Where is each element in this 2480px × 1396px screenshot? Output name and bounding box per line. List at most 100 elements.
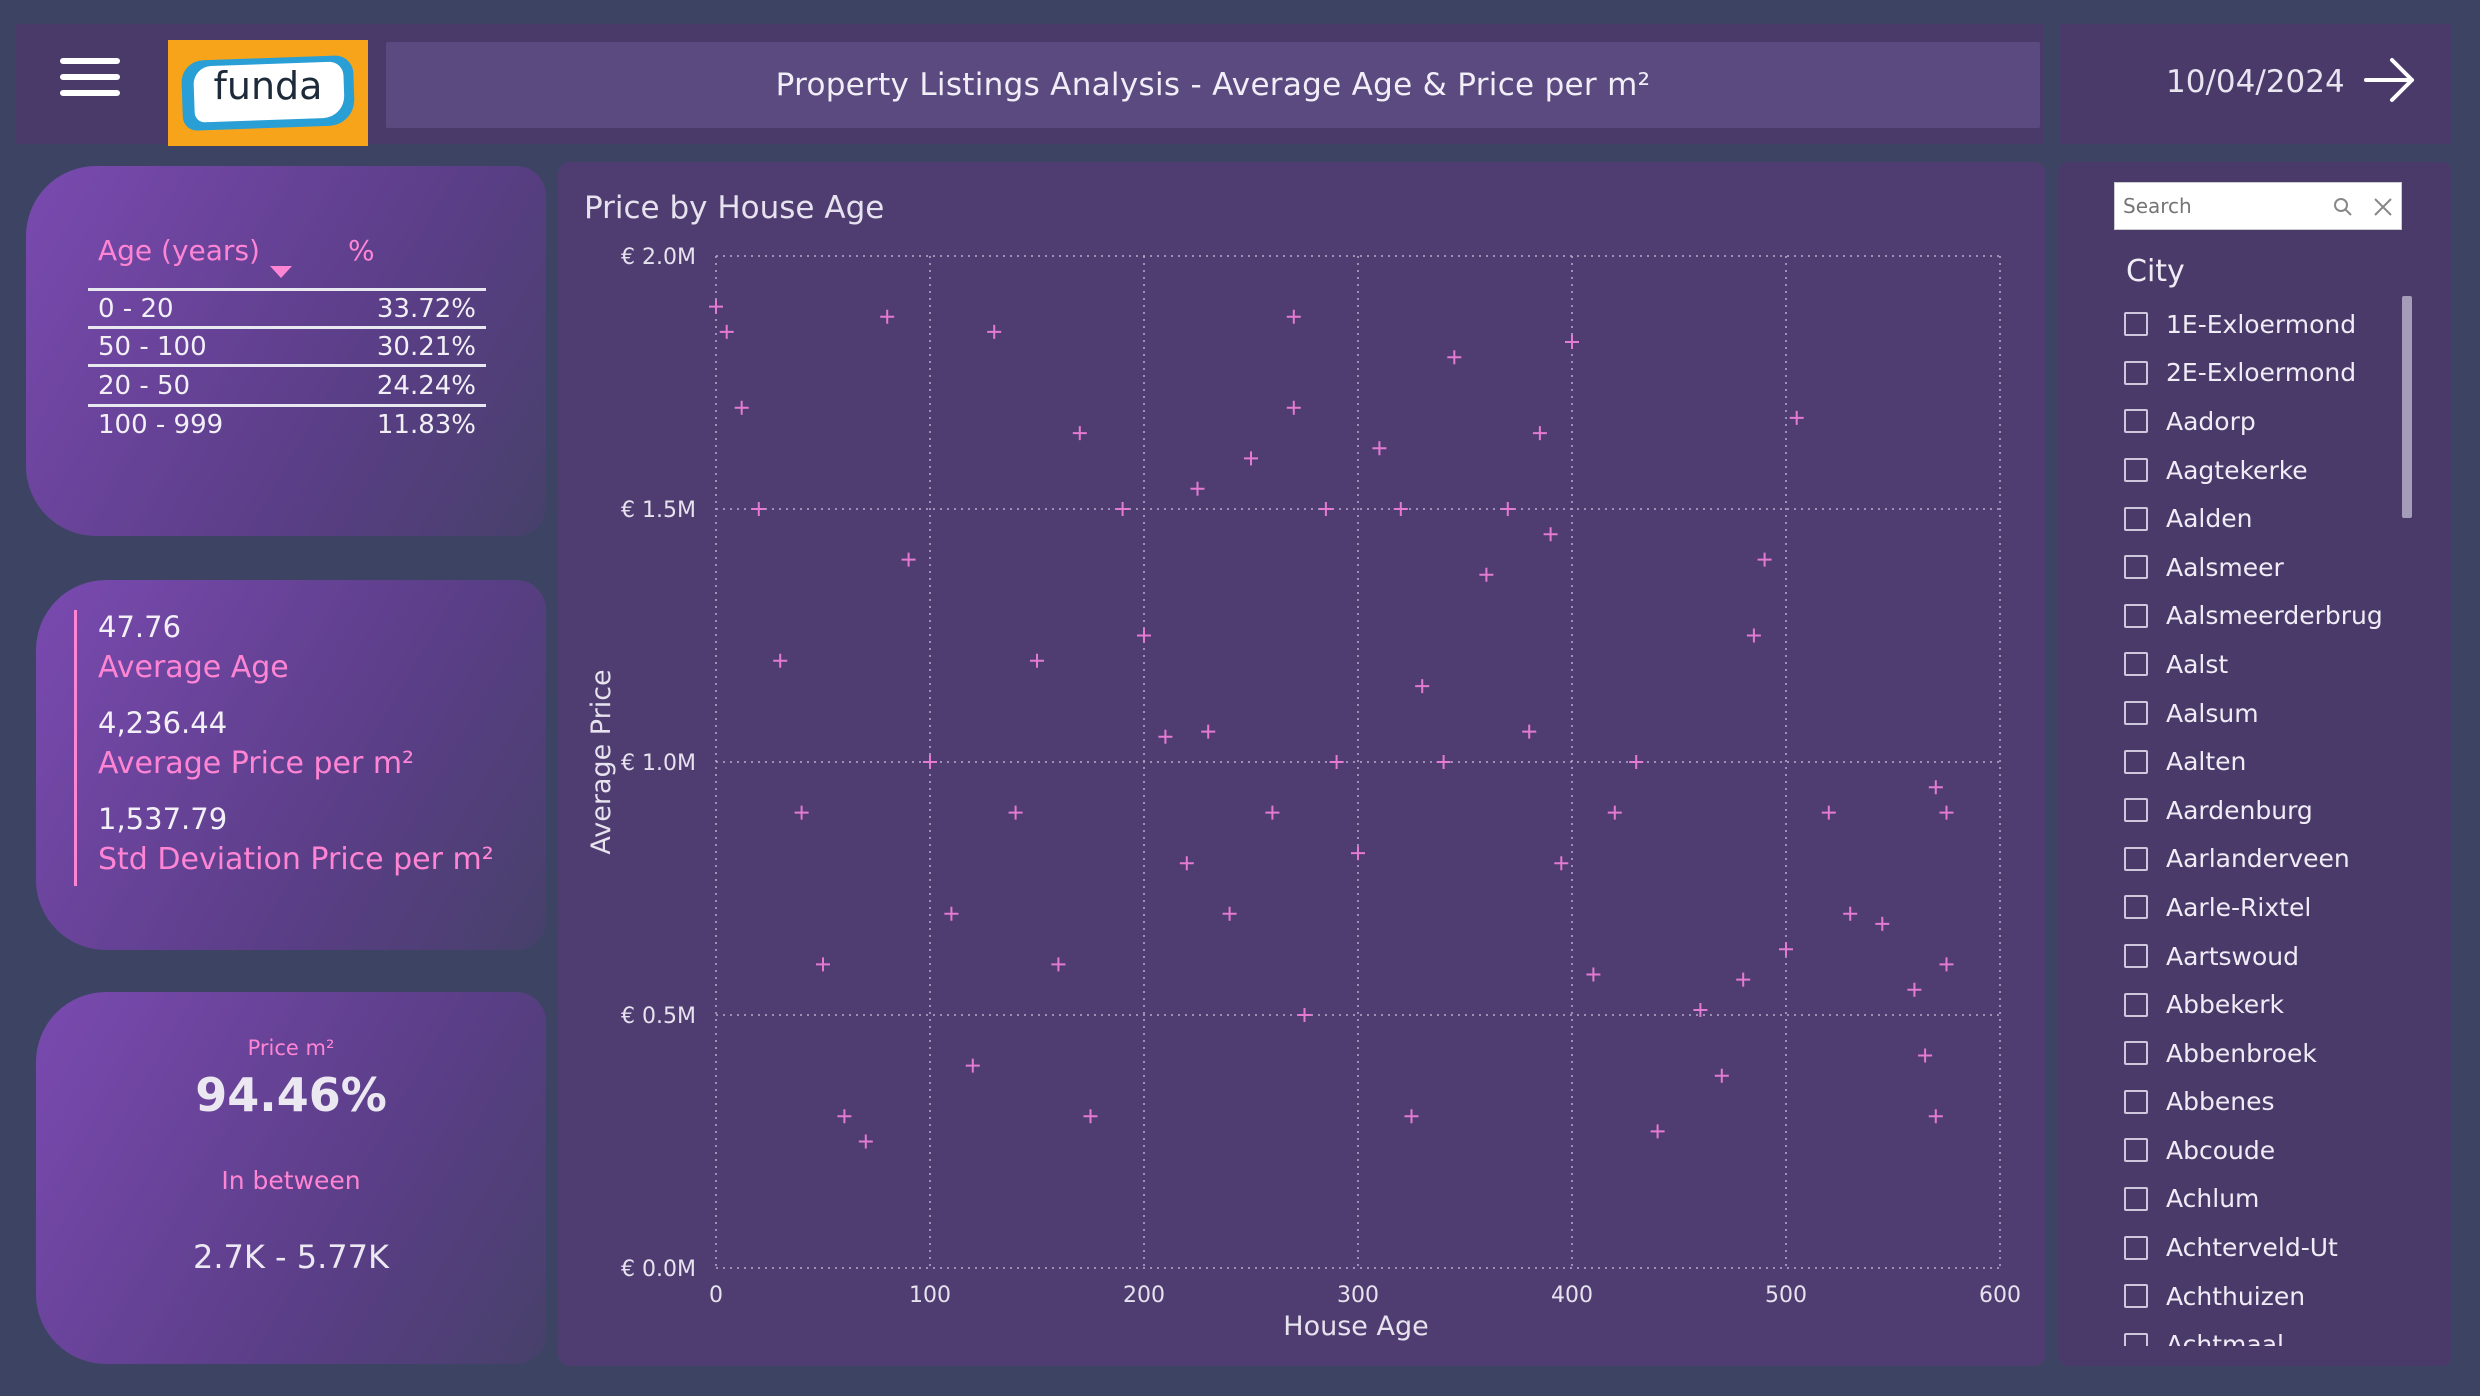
city-checkbox[interactable] <box>2124 846 2148 871</box>
hamburger-menu-icon[interactable] <box>60 58 120 108</box>
city-checkbox[interactable] <box>2124 555 2148 580</box>
scatter-point[interactable] <box>1179 856 1194 871</box>
city-checkbox[interactable] <box>2124 701 2148 726</box>
scatter-point[interactable] <box>1008 805 1023 820</box>
scatter-point[interactable] <box>816 957 830 972</box>
scatter-point[interactable] <box>1436 755 1451 769</box>
scatter-point[interactable] <box>923 755 937 769</box>
age-column-header[interactable]: Age (years) <box>98 234 260 267</box>
close-icon[interactable] <box>2371 195 2395 219</box>
city-checkbox[interactable] <box>2124 749 2148 774</box>
scatter-point[interactable] <box>1051 957 1066 972</box>
scatter-point[interactable] <box>1329 755 1344 769</box>
scatter-point[interactable] <box>1083 1109 1098 1124</box>
city-list-item[interactable]: Abbekerk <box>2124 980 2414 1029</box>
scatter-point[interactable] <box>1918 1048 1933 1063</box>
city-checkbox[interactable] <box>2124 1138 2148 1163</box>
scatter-point[interactable] <box>1265 805 1280 820</box>
city-list-item[interactable]: Aalsum <box>2124 689 2414 738</box>
scatter-point[interactable] <box>944 906 959 921</box>
scatter-point[interactable] <box>1393 502 1408 516</box>
scatter-point[interactable] <box>1244 451 1258 466</box>
city-list-item[interactable]: Aartswoud <box>2124 932 2414 981</box>
scatter-point[interactable] <box>1928 780 1943 795</box>
scatter-point[interactable] <box>858 1134 873 1149</box>
scatter-point[interactable] <box>734 400 749 415</box>
city-checkbox[interactable] <box>2124 312 2148 337</box>
city-list-item[interactable]: Aarlanderveen <box>2124 835 2414 884</box>
scatter-point[interactable] <box>1789 410 1804 425</box>
percent-column-header[interactable]: % <box>348 234 375 267</box>
scatter-point[interactable] <box>1543 527 1558 542</box>
scatter-point[interactable] <box>987 324 1002 339</box>
scatter-point[interactable] <box>1404 1109 1419 1124</box>
scatter-point[interactable] <box>1297 1008 1312 1022</box>
scatter-chart[interactable]: 0 100 200 300 400 500 600 € 0.0M € 0.5M € 1.0M € 1… <box>558 162 2046 1366</box>
city-list-item[interactable]: Abbenbroek <box>2124 1029 2414 1078</box>
scatter-point[interactable] <box>1351 846 1365 861</box>
scatter-point[interactable] <box>1736 972 1751 987</box>
city-checkbox[interactable] <box>2124 360 2148 385</box>
scatter-point[interactable] <box>1532 426 1547 441</box>
scatter-point[interactable] <box>837 1109 852 1124</box>
city-checkbox[interactable] <box>2124 409 2148 434</box>
scatter-point[interactable] <box>1137 628 1151 643</box>
scatter-point[interactable] <box>1115 502 1130 516</box>
scatter-point[interactable] <box>1030 653 1044 668</box>
sort-descending-icon[interactable] <box>270 266 292 278</box>
scatter-point[interactable] <box>1693 1002 1708 1017</box>
scatter-point[interactable] <box>1372 441 1387 456</box>
city-list-item[interactable]: Aalten <box>2124 737 2414 786</box>
search-icon[interactable] <box>2331 195 2355 219</box>
search-box[interactable] <box>2114 182 2402 230</box>
city-list-item[interactable]: Aalst <box>2124 640 2414 689</box>
city-checkbox[interactable] <box>2124 458 2148 483</box>
scatter-point[interactable] <box>1479 567 1494 582</box>
scatter-point[interactable] <box>709 299 723 314</box>
scatter-point[interactable] <box>1714 1068 1729 1083</box>
city-checkbox[interactable] <box>2124 506 2148 531</box>
city-list-item[interactable]: Aarle-Rixtel <box>2124 883 2414 932</box>
scatter-point[interactable] <box>1629 755 1644 769</box>
city-list-item[interactable]: Aagtekerke <box>2124 446 2414 495</box>
city-checkbox[interactable] <box>2124 1284 2148 1309</box>
scatter-point[interactable] <box>1843 906 1858 921</box>
scatter-point[interactable] <box>1779 942 1793 957</box>
scatter-point[interactable] <box>773 653 788 668</box>
scatter-point[interactable] <box>1939 805 1954 820</box>
arrow-right-icon[interactable] <box>2362 52 2418 108</box>
scatter-point[interactable] <box>719 324 734 339</box>
scatter-point[interactable] <box>1565 335 1579 350</box>
scatter-point[interactable] <box>1928 1109 1943 1124</box>
scatter-point[interactable] <box>1072 426 1087 441</box>
scatter-point[interactable] <box>1586 967 1601 982</box>
scatter-point[interactable] <box>1821 805 1836 820</box>
search-input[interactable] <box>2123 189 2323 223</box>
city-list-item[interactable]: Aalsmeerderbrug <box>2124 592 2414 641</box>
scatter-point[interactable] <box>1875 916 1890 931</box>
city-checkbox[interactable] <box>2124 1089 2148 1114</box>
city-checkbox[interactable] <box>2124 895 2148 920</box>
city-checkbox[interactable] <box>2124 1235 2148 1260</box>
city-checkbox[interactable] <box>2124 944 2148 969</box>
city-list[interactable]: 1E-Exloermond 2E-Exloermond Aadorp Aagteker… <box>2124 300 2414 1346</box>
city-checkbox[interactable] <box>2124 798 2148 823</box>
city-checkbox[interactable] <box>2124 1041 2148 1066</box>
scatter-point[interactable] <box>1746 628 1761 643</box>
city-list-item[interactable]: Abcoude <box>2124 1126 2414 1175</box>
scatter-point[interactable] <box>1158 729 1173 744</box>
city-list-item[interactable]: Achlum <box>2124 1175 2414 1224</box>
scatter-point[interactable] <box>1607 805 1622 820</box>
city-checkbox[interactable] <box>2124 992 2148 1017</box>
city-checkbox[interactable] <box>2124 603 2148 628</box>
scatter-point[interactable] <box>1554 856 1569 871</box>
scatter-point[interactable] <box>1318 502 1333 516</box>
scatter-point[interactable] <box>794 805 809 820</box>
scatter-point[interactable] <box>901 552 916 567</box>
scatter-point[interactable] <box>1415 679 1430 694</box>
city-checkbox[interactable] <box>2124 1332 2148 1346</box>
scatter-point[interactable] <box>1447 350 1462 365</box>
city-list-item[interactable]: Achterveld-Ut <box>2124 1223 2414 1272</box>
city-list-item[interactable]: Aardenburg <box>2124 786 2414 835</box>
scatter-point[interactable] <box>1650 1124 1665 1139</box>
